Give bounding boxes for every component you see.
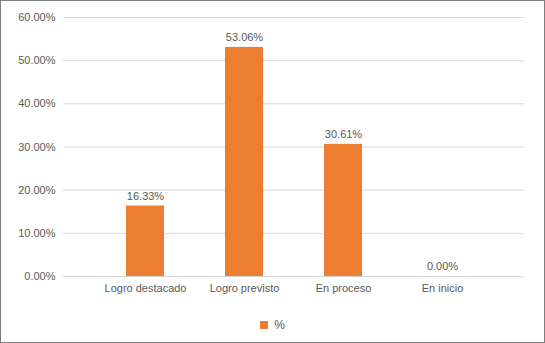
svg-text:En inicio: En inicio — [422, 282, 464, 294]
svg-text:40.00%: 40.00% — [18, 97, 56, 109]
svg-text:En proceso: En proceso — [316, 282, 372, 294]
svg-text:16.33%: 16.33% — [127, 190, 165, 202]
svg-text:Logro destacado: Logro destacado — [105, 282, 187, 294]
svg-text:60.00%: 60.00% — [18, 11, 56, 23]
svg-text:50.00%: 50.00% — [18, 54, 56, 66]
svg-text:30.61%: 30.61% — [325, 128, 363, 140]
svg-text:Logro previsto: Logro previsto — [210, 282, 280, 294]
svg-text:53.06%: 53.06% — [226, 31, 264, 43]
svg-text:20.00%: 20.00% — [18, 184, 56, 196]
svg-text:0.00%: 0.00% — [427, 260, 458, 272]
svg-text:0.00%: 0.00% — [24, 270, 55, 282]
svg-text:30.00%: 30.00% — [18, 141, 56, 153]
svg-text:10.00%: 10.00% — [18, 227, 56, 239]
